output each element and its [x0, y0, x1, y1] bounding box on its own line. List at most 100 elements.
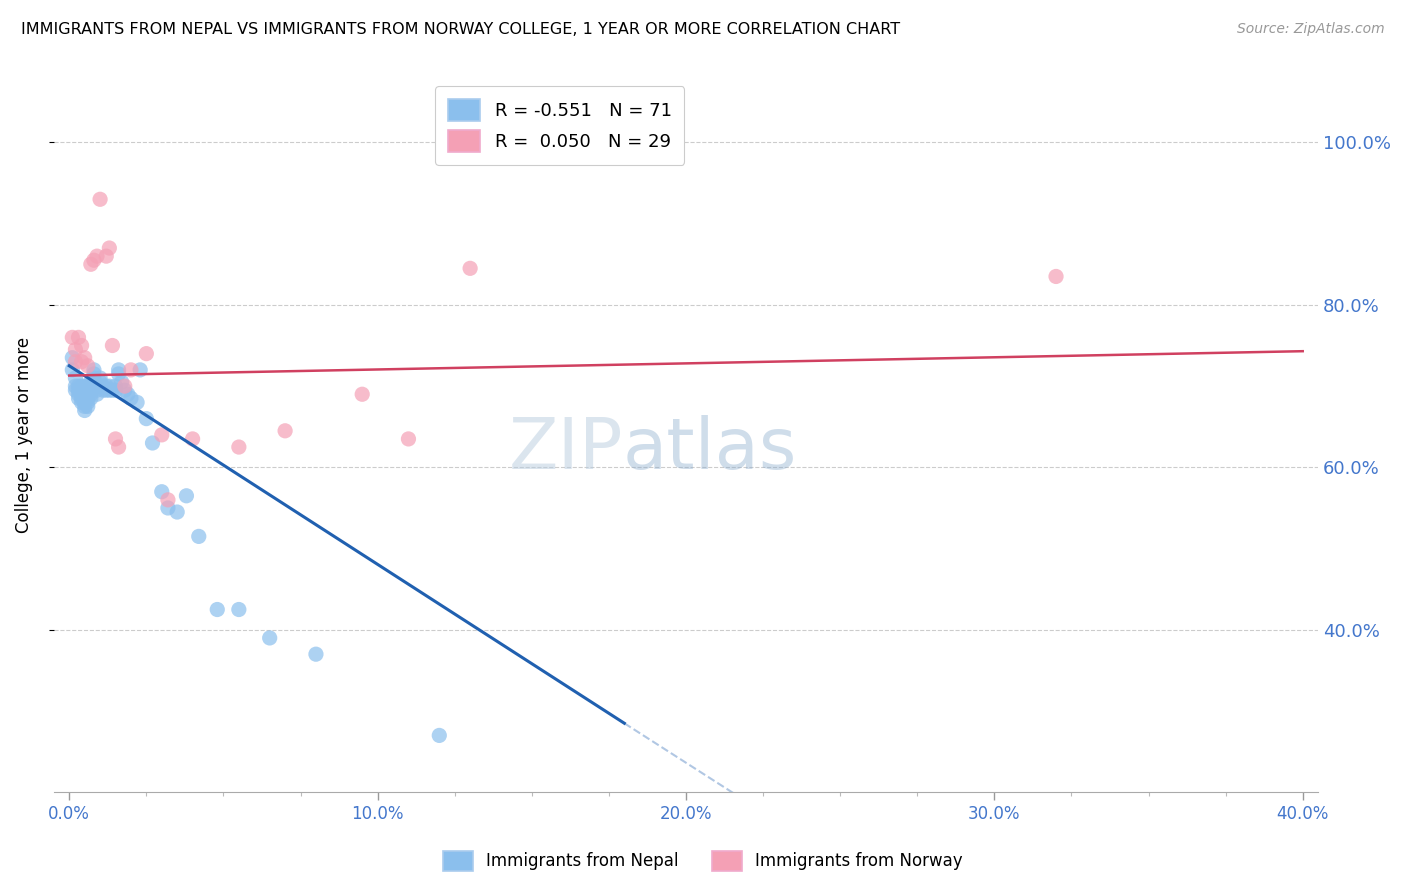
Point	[83, 253, 105, 268]
Text: ZIP: ZIP	[509, 415, 623, 483]
Point	[76, 400, 98, 414]
Point	[83, 375, 105, 389]
Point	[83, 363, 105, 377]
Point	[150, 428, 173, 442]
Point	[111, 375, 134, 389]
Point	[114, 383, 136, 397]
Point	[80, 387, 103, 401]
Point	[114, 379, 136, 393]
Point	[135, 346, 157, 360]
Point	[73, 387, 96, 401]
Point	[80, 375, 103, 389]
Point	[76, 387, 98, 401]
Point	[86, 379, 108, 393]
Point	[80, 379, 103, 393]
Point	[73, 400, 96, 414]
Point	[65, 383, 87, 397]
Point	[107, 363, 129, 377]
Point	[67, 379, 90, 393]
Point	[98, 241, 121, 255]
Point	[141, 436, 163, 450]
Point	[187, 529, 209, 543]
Point	[80, 383, 103, 397]
Point	[70, 383, 93, 397]
Point	[76, 383, 98, 397]
Text: atlas: atlas	[623, 415, 797, 483]
Point	[70, 338, 93, 352]
Point	[305, 647, 328, 661]
Point	[458, 261, 481, 276]
Point	[67, 330, 90, 344]
Point	[86, 387, 108, 401]
Point	[274, 424, 297, 438]
Legend: R = -0.551   N = 71, R =  0.050   N = 29: R = -0.551 N = 71, R = 0.050 N = 29	[434, 87, 685, 165]
Point	[129, 363, 152, 377]
Point	[89, 192, 111, 206]
Point	[86, 383, 108, 397]
Point	[76, 392, 98, 406]
Point	[70, 395, 93, 409]
Point	[156, 492, 179, 507]
Point	[86, 249, 108, 263]
Point	[107, 440, 129, 454]
Y-axis label: College, 1 year or more: College, 1 year or more	[15, 337, 32, 533]
Point	[259, 631, 281, 645]
Point	[76, 359, 98, 373]
Point	[150, 484, 173, 499]
Point	[89, 375, 111, 389]
Point	[70, 355, 93, 369]
Point	[228, 440, 250, 454]
Point	[67, 387, 90, 401]
Point	[67, 392, 90, 406]
Point	[352, 387, 374, 401]
Point	[65, 355, 87, 369]
Point	[80, 257, 103, 271]
Point	[166, 505, 188, 519]
Point	[120, 363, 142, 377]
Point	[89, 379, 111, 393]
Point	[60, 351, 83, 365]
Point	[207, 602, 229, 616]
Point	[98, 379, 121, 393]
Point	[104, 379, 127, 393]
Point	[89, 371, 111, 385]
Point	[96, 379, 118, 393]
Point	[176, 489, 198, 503]
Point	[398, 432, 420, 446]
Point	[70, 392, 93, 406]
Point	[70, 379, 93, 393]
Point	[70, 387, 93, 401]
Point	[80, 392, 103, 406]
Point	[73, 395, 96, 409]
Point	[73, 383, 96, 397]
Point	[96, 383, 118, 397]
Point	[76, 395, 98, 409]
Point	[83, 367, 105, 381]
Point	[91, 379, 114, 393]
Point	[65, 343, 87, 357]
Point	[181, 432, 204, 446]
Point	[60, 330, 83, 344]
Point	[228, 602, 250, 616]
Point	[104, 383, 127, 397]
Point	[76, 379, 98, 393]
Point	[156, 500, 179, 515]
Text: IMMIGRANTS FROM NEPAL VS IMMIGRANTS FROM NORWAY COLLEGE, 1 YEAR OR MORE CORRELAT: IMMIGRANTS FROM NEPAL VS IMMIGRANTS FROM…	[21, 22, 900, 37]
Point	[98, 383, 121, 397]
Point	[65, 379, 87, 393]
Point	[135, 411, 157, 425]
Point	[91, 383, 114, 397]
Point	[120, 392, 142, 406]
Legend: Immigrants from Nepal, Immigrants from Norway: Immigrants from Nepal, Immigrants from N…	[434, 842, 972, 880]
Point	[1045, 269, 1067, 284]
Point	[73, 379, 96, 393]
Point	[117, 387, 139, 401]
Text: Source: ZipAtlas.com: Source: ZipAtlas.com	[1237, 22, 1385, 37]
Point	[127, 395, 149, 409]
Point	[73, 392, 96, 406]
Point	[96, 249, 118, 263]
Point	[101, 383, 124, 397]
Point	[73, 351, 96, 365]
Point	[104, 432, 127, 446]
Point	[73, 403, 96, 417]
